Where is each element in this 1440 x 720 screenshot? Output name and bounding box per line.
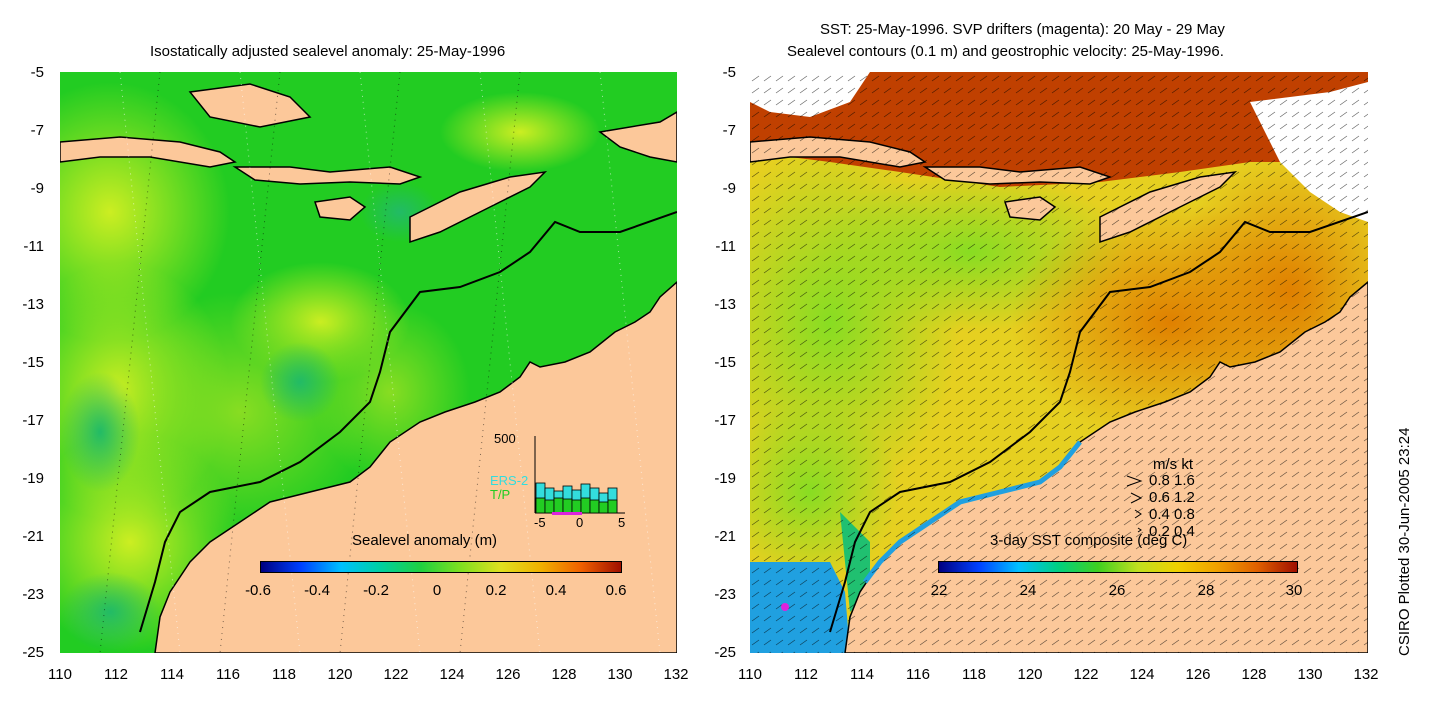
right-ytick: -23 [714, 586, 736, 603]
left-ytick: -19 [22, 470, 44, 487]
right-panel-title-line2: Sealevel contours (0.1 m) and geostrophi… [787, 43, 1224, 60]
left-ytick: -23 [22, 586, 44, 603]
inset-legend-tp: T/P [490, 487, 511, 502]
right-ytick: -21 [714, 528, 736, 545]
left-ytick: -11 [23, 238, 44, 255]
left-ytick: -13 [22, 296, 44, 313]
left-ytick: -21 [22, 528, 44, 545]
right-xtick: 124 [1129, 666, 1155, 683]
inset-histogram: 500 ERS-2 T/P -5 0 5 [490, 428, 640, 538]
right-cbar-tick: 28 [1197, 582, 1215, 599]
right-cbar-tick: 24 [1019, 582, 1037, 599]
right-xtick: 132 [1353, 666, 1379, 683]
right-xtick: 122 [1073, 666, 1099, 683]
inset-ymax-label: 500 [494, 431, 516, 446]
left-xtick: 132 [663, 666, 689, 683]
right-xtick: 126 [1185, 666, 1211, 683]
right-xtick: 118 [962, 666, 986, 683]
left-xtick: 110 [48, 666, 72, 683]
right-xtick: 130 [1297, 666, 1323, 683]
right-panel-title-line1: SST: 25-May-1996. SVP drifters (magenta)… [820, 21, 1225, 38]
vector-key-arrows [1126, 475, 1143, 533]
right-ytick: -11 [715, 238, 736, 255]
right-xtick: 114 [850, 666, 874, 683]
right-xtick: 120 [1017, 666, 1043, 683]
right-colorbar-label: 3-day SST composite (deg C) [990, 532, 1188, 549]
right-xtick: 128 [1241, 666, 1267, 683]
left-xtick: 120 [327, 666, 353, 683]
right-ytick: -25 [714, 644, 736, 661]
left-xtick: 118 [272, 666, 296, 683]
vector-key-row: 0.8 1.6 [1149, 472, 1195, 489]
left-ytick: -17 [22, 412, 44, 429]
left-xtick: 130 [607, 666, 633, 683]
right-map-graphic [750, 72, 1368, 653]
inset-xtick: 5 [618, 515, 626, 530]
left-ytick: -5 [30, 64, 44, 81]
right-cbar-tick: 22 [930, 582, 948, 599]
left-ytick: -7 [30, 122, 44, 139]
left-xtick: 116 [216, 666, 240, 683]
right-ytick: -13 [714, 296, 736, 313]
left-map-graphic [60, 72, 677, 653]
left-cbar-tick: 0 [432, 582, 442, 599]
left-xtick: 126 [495, 666, 521, 683]
right-ytick: -17 [714, 412, 736, 429]
right-xtick: 112 [794, 666, 818, 683]
left-colorbar-label: Sealevel anomaly (m) [352, 532, 498, 549]
left-cbar-tick: -0.4 [304, 582, 330, 599]
left-ytick: -9 [30, 180, 44, 197]
vector-key-row: 0.4 0.8 [1149, 506, 1195, 523]
right-ytick: -5 [722, 64, 736, 81]
vector-key-row: 0.6 1.2 [1149, 489, 1195, 506]
credit-text: CSIRO Plotted 30-Jun-2005 23:24 [1396, 427, 1413, 656]
left-cbar-tick: 0.4 [545, 582, 567, 599]
inset-xtick: 0 [576, 515, 584, 530]
vector-key-header: m/s kt [1153, 456, 1193, 473]
left-panel-title: Isostatically adjusted sealevel anomaly:… [150, 43, 506, 60]
right-cbar-tick: 26 [1108, 582, 1126, 599]
left-xtick: 114 [160, 666, 184, 683]
inset-xtick: -5 [534, 515, 546, 530]
right-ytick: -9 [722, 180, 736, 197]
vector-key: m/s kt 0.8 1.6 0.6 1.2 0.4 0.8 0.2 0.4 [1125, 456, 1235, 546]
right-map [750, 72, 1368, 653]
right-ytick: -7 [722, 122, 736, 139]
right-ytick: -19 [714, 470, 736, 487]
right-xtick: 116 [906, 666, 930, 683]
left-xtick: 112 [104, 666, 128, 683]
right-ytick: -15 [714, 354, 736, 371]
left-ytick: -15 [22, 354, 44, 371]
right-xtick: 110 [738, 666, 762, 683]
left-cbar-tick: -0.2 [363, 582, 389, 599]
right-colorbar [938, 561, 1298, 573]
left-xtick: 128 [551, 666, 577, 683]
left-xtick: 124 [439, 666, 465, 683]
inset-legend-ers2: ERS-2 [490, 473, 529, 488]
left-xtick: 122 [383, 666, 409, 683]
left-cbar-tick: -0.6 [245, 582, 271, 599]
left-ytick: -25 [22, 644, 44, 661]
left-map [60, 72, 677, 653]
left-cbar-tick: 0.2 [485, 582, 507, 599]
right-cbar-tick: 30 [1285, 582, 1303, 599]
left-cbar-tick: 0.6 [605, 582, 627, 599]
vector-key-row: 0.2 0.4 [1149, 523, 1195, 540]
left-colorbar [260, 561, 622, 573]
inset-bars [534, 436, 625, 515]
